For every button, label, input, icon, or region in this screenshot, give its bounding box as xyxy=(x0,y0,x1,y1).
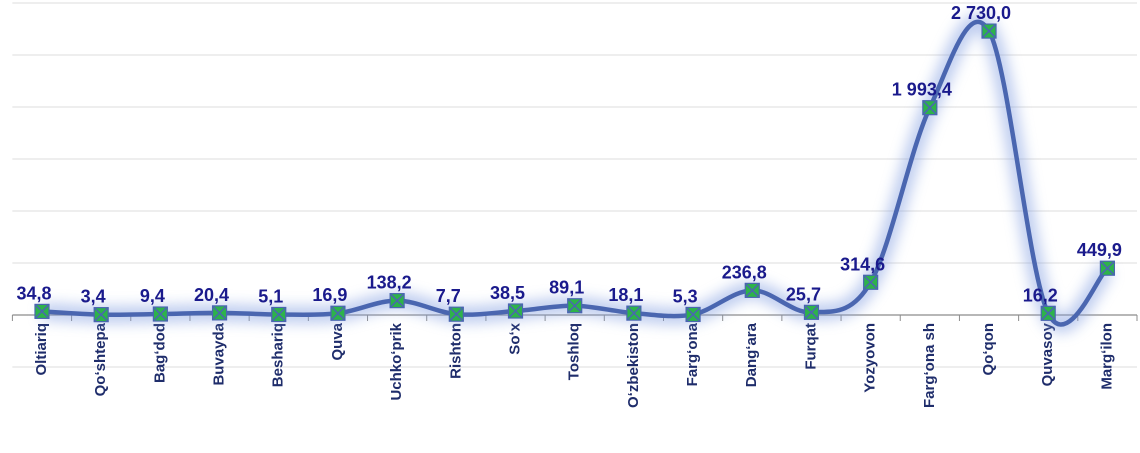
data-label: 16,9 xyxy=(312,285,347,305)
x-tick-label: Beshariq xyxy=(270,323,287,387)
data-label: 5,1 xyxy=(258,286,283,306)
x-tick-label: Dang‘ara xyxy=(743,322,760,387)
marker-cross xyxy=(448,306,464,322)
marker-cross xyxy=(271,306,287,323)
x-tick-label: Farg‘ona sh xyxy=(921,323,938,408)
marker-cross xyxy=(567,298,583,314)
data-label: 25,7 xyxy=(786,284,821,304)
x-tick-label: Quva xyxy=(329,322,346,360)
x-tick-label: Qo‘qon xyxy=(980,323,997,376)
x-tick-label: Quvasoy xyxy=(1039,322,1056,386)
x-tick-label: Qo‘shtepa xyxy=(92,322,109,396)
data-label: 18,1 xyxy=(608,285,643,305)
marker-cross xyxy=(93,307,109,323)
data-label: 9,4 xyxy=(140,286,165,306)
data-label: 89,1 xyxy=(549,278,584,298)
marker-cross xyxy=(922,100,938,116)
marker-cross xyxy=(803,304,819,320)
data-label: 314,6 xyxy=(840,254,885,274)
x-tick-label: So‘x xyxy=(506,322,523,354)
data-label: 449,9 xyxy=(1077,240,1122,260)
data-label: 16,2 xyxy=(1023,285,1058,305)
marker-cross xyxy=(981,23,997,39)
marker-cross xyxy=(152,306,168,322)
data-label: 34,8 xyxy=(16,283,51,303)
x-tick-label: O‘zbekiston xyxy=(625,323,642,408)
x-tick-label: Bag‘dod xyxy=(151,323,168,383)
marker-cross xyxy=(685,306,701,322)
x-tick-label: Yozyovon xyxy=(862,323,879,393)
marker-cross xyxy=(389,293,405,309)
data-label: 3,4 xyxy=(81,287,106,307)
data-label: 20,4 xyxy=(194,285,229,305)
x-tick-label: Buvayda xyxy=(211,322,228,385)
data-label: 38,5 xyxy=(490,283,525,303)
x-tick-label: Rishton xyxy=(447,323,464,379)
marker-cross xyxy=(507,303,524,319)
x-tick-label: Marg‘ilon xyxy=(1098,323,1115,390)
marker-cross xyxy=(626,305,642,321)
data-label: 5,3 xyxy=(673,286,698,306)
x-tick-label: Oltiariq xyxy=(33,323,50,376)
marker-cross xyxy=(34,303,50,319)
data-label: 1 993,4 xyxy=(892,80,952,100)
plot: Oltiariq Qo‘shtepa Bag‘dod Buvayda Beshariq Q… xyxy=(16,3,1121,408)
data-label: 2 730,0 xyxy=(951,3,1011,23)
marker-cross xyxy=(863,274,879,290)
data-label: 7,7 xyxy=(436,286,461,306)
data-label: 236,8 xyxy=(722,262,767,282)
marker-cross xyxy=(1040,305,1056,321)
x-tick-label: Farg‘ona xyxy=(684,322,701,386)
marker-cross xyxy=(212,305,228,321)
data-label: 138,2 xyxy=(367,273,412,293)
x-tick-label: Toshloq xyxy=(566,323,583,380)
marker-cross xyxy=(744,282,760,298)
x-tick-label: Uchko‘prik xyxy=(388,322,405,400)
marker-cross xyxy=(330,305,346,321)
x-tick-label: Furqat xyxy=(802,323,819,370)
marker-cross xyxy=(1099,260,1115,276)
